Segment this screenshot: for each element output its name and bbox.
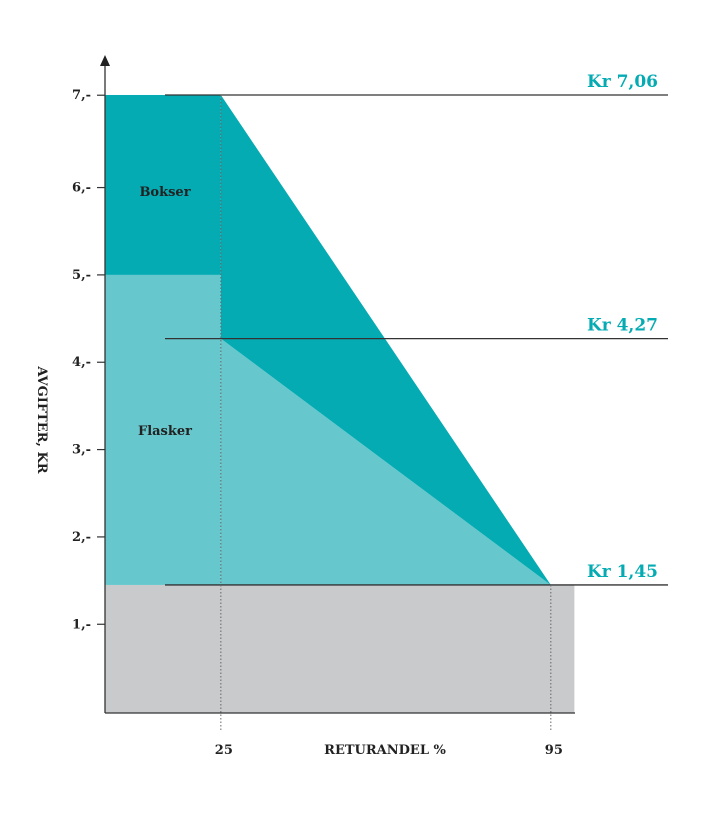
- y-tick-label: 3,-: [72, 443, 91, 458]
- y-tick-label: 4,-: [72, 355, 91, 370]
- series-label-bokser: Bokser: [139, 185, 190, 200]
- flasker-area-rect: [105, 274, 221, 585]
- y-tick-label: 2,-: [72, 530, 91, 545]
- bokser-area-slope: [220, 94, 551, 585]
- flasker-area-slope: [220, 338, 551, 585]
- x-axis-title: RETURANDEL %: [324, 743, 446, 758]
- bokser-area-rect: [105, 94, 221, 275]
- x-tick-label: 95: [545, 743, 563, 758]
- y-tick-label: 5,-: [72, 268, 91, 283]
- reference-label: Kr 4,27: [587, 316, 658, 336]
- y-axis-title: AVGIFTER, KR: [34, 365, 49, 473]
- y-tick-label: 7,-: [72, 88, 91, 103]
- y-tick-label: 6,-: [72, 181, 91, 196]
- x-tick-label: 25: [215, 743, 233, 758]
- y-tick-label: 1,-: [72, 617, 91, 632]
- series-label-flasker: Flasker: [138, 424, 192, 439]
- reference-label: Kr 7,06: [587, 72, 658, 92]
- base-area: [105, 584, 575, 713]
- reference-label: Kr 1,45: [587, 562, 658, 582]
- y-axis-arrow-icon: [100, 55, 110, 66]
